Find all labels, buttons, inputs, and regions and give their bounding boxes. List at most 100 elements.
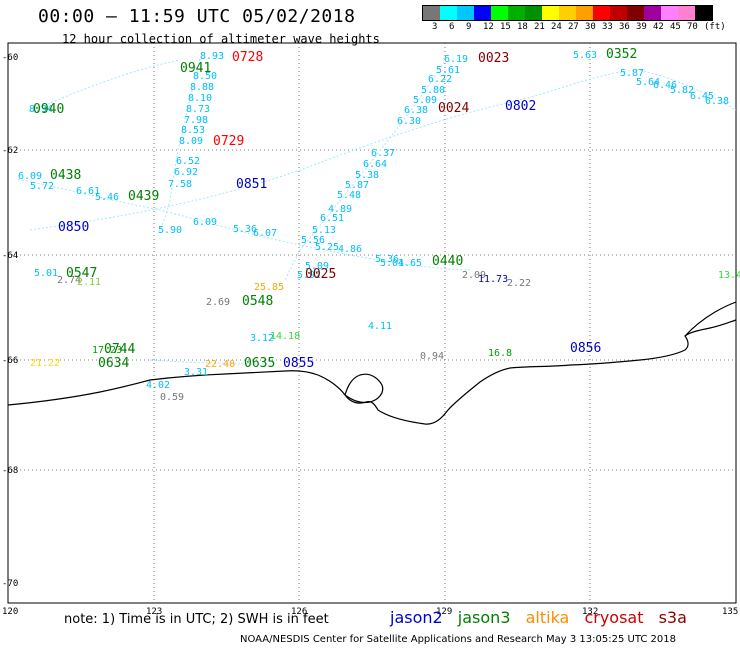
legend-swatch — [627, 6, 644, 20]
legend-swatch — [508, 6, 525, 20]
map-frame — [7, 42, 737, 604]
wave-height-label: 5.56 — [301, 235, 325, 246]
wave-height-label: 16.8 — [488, 348, 512, 359]
legend-swatch — [661, 6, 678, 20]
credit-line: NOAA/NESDIS Center for Satellite Applica… — [240, 634, 676, 645]
legend-label: 9 — [466, 22, 472, 32]
satellite-track — [284, 61, 445, 281]
wave-height-label: 5.87 — [345, 180, 369, 191]
wave-height-label: 4.02 — [146, 380, 170, 391]
legend-swatch — [457, 6, 474, 20]
pass-time-label: 0634 — [98, 356, 129, 371]
sat-cryosat: cryosat — [584, 608, 644, 627]
y-label: -68 — [2, 466, 18, 476]
wave-height-label: 6.09 — [18, 171, 42, 182]
pass-time-label: 0728 — [232, 50, 263, 65]
sat-jason3: jason3 — [457, 608, 511, 627]
wave-height-label: 6.61 — [76, 186, 100, 197]
wave-height-label: 14.18 — [270, 331, 300, 342]
legend-label: (ft) — [704, 22, 726, 32]
wave-height-label: 6.38 — [404, 105, 428, 116]
legend-swatch — [491, 6, 508, 20]
pass-time-label: 0635 — [244, 356, 275, 371]
wave-height-label: 4.89 — [328, 204, 352, 215]
pass-time-label: 0440 — [432, 254, 463, 269]
wave-height-label: 5.46 — [95, 192, 119, 203]
wave-height-label: 5.25 — [315, 242, 339, 253]
wave-height-label: 0.94 — [420, 351, 444, 362]
legend-swatch — [576, 6, 593, 20]
wave-height-label: 7.98 — [184, 115, 208, 126]
pass-time-label: 0940 — [33, 102, 64, 117]
wave-height-label: 2.74 — [57, 275, 81, 286]
y-label: -62 — [2, 146, 18, 156]
wave-height-label: 5.63 — [573, 50, 597, 61]
pass-time-label: 0729 — [213, 134, 244, 149]
x-label: 132 — [582, 607, 598, 617]
wave-height-label: 5.09 — [413, 95, 437, 106]
coastline — [7, 319, 737, 425]
legend-label: 30 — [585, 22, 596, 32]
legend-swatch — [695, 6, 712, 20]
wave-height-label: 8.50 — [193, 71, 217, 82]
wave-height-label: 5.82 — [670, 85, 694, 96]
color-scale-legend — [422, 5, 713, 21]
wave-height-label: 4.65 — [398, 258, 422, 269]
legend-label: 70 — [687, 22, 698, 32]
x-label: 135 — [722, 607, 738, 617]
y-label: -64 — [2, 251, 18, 261]
wave-height-label: 8.88 — [190, 82, 214, 93]
page-title: 00:00 – 11:59 UTC 05/02/2018 — [38, 6, 356, 27]
legend-swatch — [423, 6, 440, 20]
wave-height-label: 8.09 — [179, 136, 203, 147]
pass-time-label: 0439 — [128, 189, 159, 204]
coastline-island — [344, 373, 384, 404]
pass-time-label: 0856 — [570, 341, 601, 356]
wave-height-label: 6.22 — [428, 74, 452, 85]
wave-height-label: 5.13 — [312, 225, 336, 236]
wave-height-label: 5.80 — [421, 85, 445, 96]
wave-height-label: 5.09 — [305, 261, 329, 272]
legend-swatch — [678, 6, 695, 20]
wave-height-label: 5.61 — [436, 65, 460, 76]
wave-height-label: 6.37 — [371, 148, 395, 159]
y-label: -60 — [2, 53, 18, 63]
pass-time-label: 0548 — [242, 294, 273, 309]
wave-height-label: 2.11 — [77, 277, 101, 288]
wave-height-label: 5.48 — [337, 190, 361, 201]
pass-time-label: 0023 — [478, 51, 509, 66]
pass-time-label: 0851 — [236, 177, 267, 192]
wave-height-label: 5.38 — [355, 170, 379, 181]
wave-height-label: 21.22 — [30, 358, 60, 369]
time-labels: 0728 0729 0941 0940 0023 0024 0025 0352 0802 0438… — [33, 47, 637, 371]
pass-time-label: 0025 — [305, 267, 336, 282]
wave-height-label: 5.72 — [30, 181, 54, 192]
wave-height-label: 5.64 — [636, 77, 660, 88]
y-label: -66 — [2, 356, 18, 366]
sat-altika: altika — [525, 608, 570, 627]
wave-height-label: 6.51 — [320, 213, 344, 224]
sat-s3a: s3a — [658, 608, 687, 627]
legend-label: 36 — [619, 22, 630, 32]
x-label: 126 — [291, 607, 307, 617]
wave-height-label: 5.87 — [620, 68, 644, 79]
wave-height-label: 4.86 — [338, 244, 362, 255]
legend-label: 39 — [636, 22, 647, 32]
pass-time-label: 0941 — [180, 61, 211, 76]
wave-labels: 8.93 8.508.888.108.737.988.538.09 6.526.92… — [18, 50, 740, 403]
map-grid — [8, 43, 736, 603]
wave-height-label: 5.01 — [380, 258, 404, 269]
wave-height-label: 8.73 — [186, 104, 210, 115]
wave-height-label: 11.73 — [478, 274, 508, 285]
wave-height-label: 13.4 — [718, 270, 740, 281]
wave-height-label: 5.90 — [158, 225, 182, 236]
satellite-track — [17, 178, 471, 271]
pass-time-label: 0547 — [66, 266, 97, 281]
pass-time-label: 0024 — [438, 101, 469, 116]
wave-height-label: 6.09 — [193, 217, 217, 228]
wave-height-label: 22.48 — [205, 359, 235, 370]
legend-label: 3 — [432, 22, 438, 32]
wave-height-label: 5.92 — [297, 270, 321, 281]
wave-height-label: 6.38 — [705, 96, 729, 107]
